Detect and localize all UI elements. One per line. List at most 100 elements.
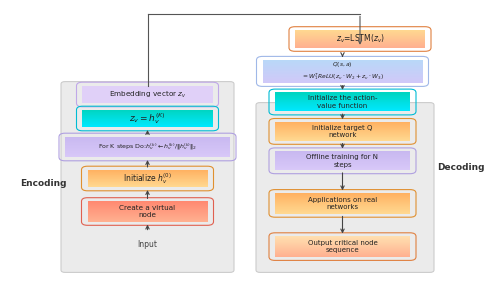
FancyBboxPatch shape: [82, 117, 212, 118]
FancyBboxPatch shape: [275, 131, 410, 132]
FancyBboxPatch shape: [295, 36, 425, 37]
FancyBboxPatch shape: [275, 107, 410, 108]
FancyBboxPatch shape: [65, 151, 230, 152]
Text: Decoding: Decoding: [438, 164, 485, 172]
FancyBboxPatch shape: [275, 128, 410, 129]
FancyBboxPatch shape: [88, 181, 208, 182]
FancyBboxPatch shape: [82, 93, 212, 94]
FancyBboxPatch shape: [275, 140, 410, 141]
FancyBboxPatch shape: [88, 206, 208, 207]
FancyBboxPatch shape: [262, 67, 422, 68]
FancyBboxPatch shape: [275, 242, 410, 243]
FancyBboxPatch shape: [275, 155, 410, 156]
FancyBboxPatch shape: [275, 109, 410, 110]
FancyBboxPatch shape: [275, 210, 410, 211]
FancyBboxPatch shape: [82, 111, 212, 112]
FancyBboxPatch shape: [275, 197, 410, 198]
FancyBboxPatch shape: [262, 72, 422, 73]
FancyBboxPatch shape: [275, 197, 410, 198]
FancyBboxPatch shape: [275, 196, 410, 197]
FancyBboxPatch shape: [88, 218, 208, 219]
FancyBboxPatch shape: [65, 152, 230, 153]
FancyBboxPatch shape: [82, 123, 212, 124]
FancyBboxPatch shape: [275, 251, 410, 252]
FancyBboxPatch shape: [82, 110, 212, 111]
FancyBboxPatch shape: [295, 46, 425, 47]
FancyBboxPatch shape: [82, 115, 212, 116]
FancyBboxPatch shape: [88, 211, 208, 212]
FancyBboxPatch shape: [275, 104, 410, 105]
FancyBboxPatch shape: [82, 98, 212, 99]
FancyBboxPatch shape: [275, 123, 410, 124]
FancyBboxPatch shape: [275, 194, 410, 195]
FancyBboxPatch shape: [275, 110, 410, 111]
FancyBboxPatch shape: [82, 91, 212, 92]
FancyBboxPatch shape: [295, 39, 425, 40]
FancyBboxPatch shape: [275, 102, 410, 103]
FancyBboxPatch shape: [61, 82, 234, 272]
FancyBboxPatch shape: [295, 33, 425, 34]
FancyBboxPatch shape: [88, 178, 208, 179]
FancyBboxPatch shape: [65, 142, 230, 143]
FancyBboxPatch shape: [275, 194, 410, 195]
FancyBboxPatch shape: [82, 95, 212, 96]
FancyBboxPatch shape: [88, 220, 208, 221]
FancyBboxPatch shape: [88, 211, 208, 212]
FancyBboxPatch shape: [82, 87, 212, 88]
FancyBboxPatch shape: [275, 108, 410, 109]
FancyBboxPatch shape: [295, 42, 425, 43]
FancyBboxPatch shape: [262, 72, 422, 73]
FancyBboxPatch shape: [88, 179, 208, 180]
FancyBboxPatch shape: [65, 156, 230, 157]
FancyBboxPatch shape: [275, 250, 410, 251]
FancyBboxPatch shape: [295, 44, 425, 45]
FancyBboxPatch shape: [275, 250, 410, 251]
FancyBboxPatch shape: [88, 216, 208, 217]
FancyBboxPatch shape: [65, 137, 230, 138]
FancyBboxPatch shape: [262, 81, 422, 82]
FancyBboxPatch shape: [65, 140, 230, 141]
FancyBboxPatch shape: [88, 180, 208, 181]
FancyBboxPatch shape: [275, 238, 410, 239]
FancyBboxPatch shape: [82, 123, 212, 124]
FancyBboxPatch shape: [275, 254, 410, 255]
FancyBboxPatch shape: [275, 208, 410, 209]
FancyBboxPatch shape: [275, 251, 410, 252]
FancyBboxPatch shape: [88, 177, 208, 178]
FancyBboxPatch shape: [262, 65, 422, 66]
FancyBboxPatch shape: [275, 210, 410, 211]
FancyBboxPatch shape: [262, 63, 422, 64]
FancyBboxPatch shape: [82, 97, 212, 98]
FancyBboxPatch shape: [275, 105, 410, 106]
FancyBboxPatch shape: [82, 88, 212, 89]
FancyBboxPatch shape: [275, 213, 410, 214]
FancyBboxPatch shape: [275, 162, 410, 163]
FancyBboxPatch shape: [88, 201, 208, 202]
FancyBboxPatch shape: [275, 129, 410, 130]
FancyBboxPatch shape: [88, 172, 208, 173]
FancyBboxPatch shape: [82, 115, 212, 116]
FancyBboxPatch shape: [275, 201, 410, 202]
FancyBboxPatch shape: [275, 124, 410, 125]
FancyBboxPatch shape: [82, 86, 212, 87]
FancyBboxPatch shape: [88, 214, 208, 215]
FancyBboxPatch shape: [65, 146, 230, 147]
FancyBboxPatch shape: [275, 132, 410, 133]
FancyBboxPatch shape: [275, 205, 410, 206]
FancyBboxPatch shape: [295, 38, 425, 39]
Text: Create a virtual
node: Create a virtual node: [120, 205, 176, 218]
FancyBboxPatch shape: [65, 150, 230, 151]
FancyBboxPatch shape: [262, 60, 422, 61]
FancyBboxPatch shape: [275, 200, 410, 201]
FancyBboxPatch shape: [88, 171, 208, 172]
FancyBboxPatch shape: [275, 255, 410, 256]
FancyBboxPatch shape: [295, 40, 425, 41]
FancyBboxPatch shape: [88, 209, 208, 210]
FancyBboxPatch shape: [65, 155, 230, 156]
FancyBboxPatch shape: [88, 179, 208, 180]
FancyBboxPatch shape: [275, 165, 410, 166]
FancyBboxPatch shape: [88, 180, 208, 181]
FancyBboxPatch shape: [275, 105, 410, 106]
FancyBboxPatch shape: [82, 117, 212, 118]
FancyBboxPatch shape: [262, 69, 422, 70]
